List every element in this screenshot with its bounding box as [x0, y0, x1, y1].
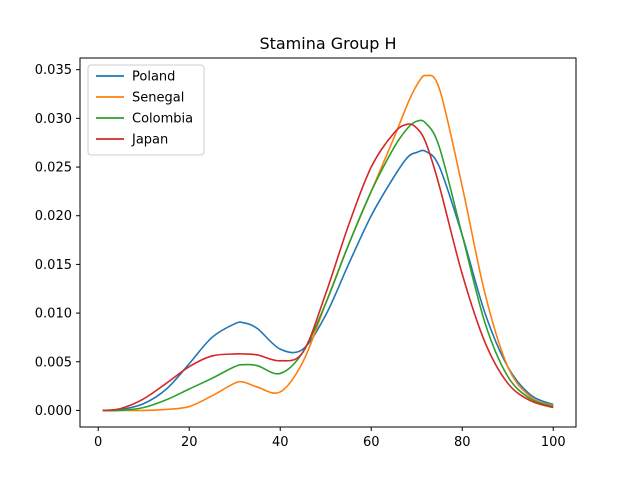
legend: Poland Senegal Colombia Japan [87, 64, 205, 156]
series-line-poland [102, 149, 554, 412]
x-axis: 0 20 40 60 80 100 [94, 427, 566, 450]
x-tick-label: 20 [181, 435, 198, 450]
x-tick-label: 60 [363, 435, 380, 450]
y-tick-label: 0.020 [35, 209, 72, 224]
legend-label-japan: Japan [131, 133, 168, 148]
y-axis: 0.000 0.005 0.010 0.015 0.020 0.025 0.030 0.035 [35, 63, 80, 419]
legend-label-colombia: Colombia [132, 112, 193, 127]
x-tick-label: 80 [454, 435, 471, 450]
y-tick-label: 0.000 [35, 404, 72, 419]
plot-frame [79, 57, 577, 428]
legend-label-poland: Poland [132, 70, 175, 85]
y-tick-label: 0.035 [35, 63, 72, 78]
legend-label-senegal: Senegal [132, 91, 184, 106]
plot-area [102, 74, 554, 412]
legend-box [87, 64, 205, 156]
series-line-japan [102, 123, 554, 412]
series-line-colombia [102, 119, 554, 412]
chart-title: Stamina Group H [259, 34, 396, 53]
y-tick-label: 0.015 [35, 258, 72, 273]
y-tick-label: 0.025 [35, 161, 72, 176]
x-tick-label: 40 [272, 435, 289, 450]
x-tick-label: 0 [94, 435, 102, 450]
y-tick-label: 0.030 [35, 112, 72, 127]
y-tick-label: 0.005 [35, 355, 72, 370]
y-tick-label: 0.010 [35, 307, 72, 322]
x-tick-label: 100 [541, 435, 566, 450]
